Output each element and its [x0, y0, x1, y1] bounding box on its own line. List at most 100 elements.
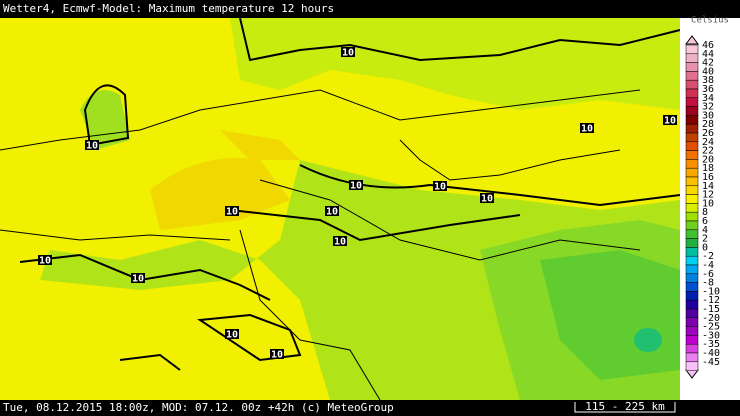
contour-label-box [663, 115, 677, 125]
scale-bar [574, 402, 676, 413]
legend-label: -8 [702, 278, 714, 289]
contour-label: 10 [434, 182, 446, 193]
contour-label: 10 [481, 194, 493, 205]
legend-swatch [685, 79, 699, 90]
legend-swatch [685, 132, 699, 143]
legend-label: 36 [702, 84, 714, 95]
contour-label-box [433, 181, 447, 191]
legend-label: 44 [702, 49, 714, 60]
legend-label: 40 [702, 66, 714, 77]
contour-label: 10 [664, 116, 676, 127]
legend-swatch [685, 291, 699, 301]
legend-label: 22 [702, 146, 714, 157]
contour-label-box [341, 47, 355, 57]
legend-label: 10 [702, 198, 714, 209]
legend-label: -35 [702, 339, 720, 350]
map: 10 10 10 10 10 10 10 10 10 10 10 10 10 10 [0, 17, 681, 401]
legend-swatch [685, 361, 699, 371]
legend-swatch [685, 194, 699, 204]
legend-swatch [685, 123, 699, 134]
legend-swatch [685, 352, 699, 363]
legend-label: 12 [702, 190, 714, 201]
legend-swatch [685, 115, 699, 125]
title: Wetter4, Ecmwf-Model: Maximum temperatur… [3, 2, 334, 15]
contour-label: 10 [342, 48, 354, 59]
legend-label: 26 [702, 128, 714, 139]
legend-label: 46 [702, 40, 714, 51]
legend-swatch [685, 308, 699, 319]
legend-swatch [685, 62, 699, 72]
legend: Celsius 46444240383634323028262422201816… [680, 16, 740, 400]
contour-label: 10 [334, 237, 346, 248]
legend-label: 20 [702, 154, 714, 165]
legend-label: 8 [702, 207, 708, 218]
footer-info: Tue, 08.12.2015 18:00z, MOD: 07.12. 00z … [3, 401, 394, 414]
legend-swatch [685, 185, 699, 195]
legend-swatch [685, 317, 699, 327]
legend-label: 32 [702, 102, 714, 113]
contour-label: 10 [86, 141, 98, 152]
legend-swatch [685, 229, 699, 239]
legend-swatch [685, 247, 699, 257]
contour-label-box [225, 206, 239, 216]
legend-label: -6 [702, 269, 714, 280]
legend-label: 4 [702, 225, 708, 236]
legend-label: 0 [702, 242, 708, 253]
contour-label-box [349, 180, 363, 190]
legend-swatch [685, 141, 699, 151]
contour-label: 10 [39, 256, 51, 267]
contour-label: 10 [132, 274, 144, 285]
legend-swatch [685, 44, 699, 55]
legend-swatch [685, 97, 699, 107]
legend-label: -20 [702, 313, 720, 324]
legend-swatch [685, 150, 699, 160]
legend-swatch [685, 343, 699, 354]
legend-swatch [685, 220, 699, 231]
contour-label-box [333, 236, 347, 246]
legend-swatch [685, 203, 699, 213]
legend-label: 42 [702, 58, 714, 69]
contour-label: 10 [581, 124, 593, 135]
legend-label: -12 [702, 295, 720, 306]
contour-label-box [225, 329, 239, 339]
scale-label: 115 - 225 km [585, 400, 665, 413]
legend-label: -15 [702, 304, 720, 315]
legend-label: -25 [702, 322, 720, 333]
legend-swatch [685, 299, 699, 310]
contour-label-box [580, 123, 594, 133]
legend-swatch [685, 282, 699, 292]
contour-label: 10 [326, 207, 338, 218]
contour-label-box [480, 193, 494, 203]
legend-label: -10 [702, 286, 720, 297]
legend-label: 18 [702, 163, 714, 174]
contour-label: 10 [226, 207, 238, 218]
legend-label: 16 [702, 172, 714, 183]
legend-swatch [685, 238, 699, 248]
legend-swatch [685, 211, 699, 222]
legend-swatch [685, 167, 699, 178]
legend-label: 6 [702, 216, 708, 227]
legend-label: 24 [702, 137, 714, 148]
legend-swatch [685, 326, 699, 336]
contour-label-box [270, 349, 284, 359]
legend-swatch [685, 255, 699, 266]
contour-label: 10 [350, 181, 362, 192]
contour-label-box [325, 206, 339, 216]
legend-swatch [685, 264, 699, 275]
legend-swatch [685, 53, 699, 63]
legend-swatch [685, 88, 699, 99]
legend-swatch [685, 335, 699, 345]
legend-swatch [685, 71, 699, 81]
legend-swatch [685, 176, 699, 187]
legend-label: -40 [702, 348, 720, 359]
legend-swatch [685, 159, 699, 169]
legend-label: 2 [702, 234, 708, 245]
legend-label: -45 [702, 357, 720, 368]
legend-label: 34 [702, 93, 714, 104]
contour-label-box [85, 140, 99, 150]
contour-label-box [131, 273, 145, 283]
legend-label: -30 [702, 330, 720, 341]
contour-label-box [38, 255, 52, 265]
legend-swatch [685, 273, 699, 283]
